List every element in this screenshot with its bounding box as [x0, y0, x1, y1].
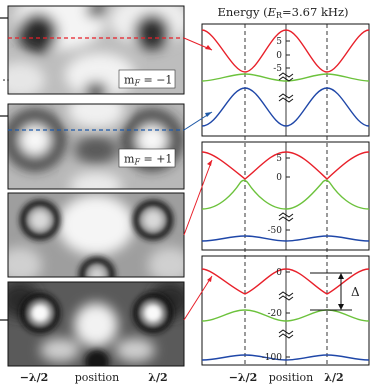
middle-yticks: 5 0 -50 [268, 154, 290, 236]
middle-green-band [201, 179, 370, 210]
mf-minus1-label-box [118, 69, 176, 89]
energy-panel-guides [244, 24, 328, 365]
density-panel-3 [8, 193, 184, 277]
bottom-ytick-minus20: -20 [268, 309, 283, 319]
bottom-red-band [201, 268, 370, 295]
left-xaxis-minus: −λ/2 [20, 371, 49, 384]
top-ytick-minus5: -5 [273, 64, 282, 74]
density-panel-2-frame [7, 103, 185, 190]
delta-gap-annotation: Δ [310, 272, 360, 311]
red-arrow-2 [183, 159, 213, 236]
top-yticks: 5 0 -5 [273, 37, 290, 74]
middle-ytick-5: 5 [276, 154, 282, 164]
bottom-ytick-0: 0 [276, 268, 282, 278]
density-panel-2 [8, 104, 184, 189]
middle-ytick-0: 0 [276, 173, 282, 183]
middle-blue-band [201, 235, 370, 242]
energy-axis-title: Energy (ER=3.67 kHz) [218, 5, 349, 20]
bottom-ytick-minus100: -100 [262, 353, 282, 363]
middle-axis-break [278, 212, 294, 222]
top-green-band [201, 73, 370, 82]
density-panel-1 [8, 6, 184, 94]
density-panel-4-frame [7, 281, 185, 367]
middle-ytick-minus50: -50 [268, 226, 283, 236]
middle-red-band [201, 151, 370, 180]
energy-panel-bottom [201, 268, 370, 361]
top-ytick-5: 5 [276, 37, 282, 47]
connector-arrows [183, 37, 213, 321]
top-blue-band [201, 87, 370, 127]
energy-panel-bottom-frame [201, 255, 370, 366]
mf-plus1-label-box [118, 148, 176, 168]
top-axis-break [278, 72, 294, 103]
energy-panel-middle [201, 151, 370, 242]
top-red-band [201, 29, 370, 73]
bottom-blue-band [201, 354, 370, 361]
left-xaxis-plus: λ/2 [148, 371, 167, 384]
energy-panel-top [201, 29, 370, 127]
bottom-yticks: 0 -20 -100 [262, 268, 290, 363]
bottom-axis-breaks [278, 291, 294, 339]
bottom-green-band [201, 309, 370, 322]
top-ytick-0: 0 [276, 51, 282, 61]
right-xaxis-plus: λ/2 [324, 371, 343, 384]
density-panel-1-frame [7, 5, 185, 95]
energy-panel-top-frame [201, 23, 370, 137]
mf-plus1-label: mF = +1 [124, 153, 172, 167]
red-arrow-3 [183, 275, 213, 321]
right-xaxis-mid: position [269, 371, 313, 384]
energy-panel-middle-frame [201, 141, 370, 251]
left-xaxis-mid: position [75, 371, 119, 384]
density-panel-4 [8, 282, 184, 366]
right-xaxis-minus: −λ/2 [229, 371, 258, 384]
mf-minus1-label: mF = −1 [124, 74, 172, 88]
delta-label: Δ [351, 285, 360, 299]
